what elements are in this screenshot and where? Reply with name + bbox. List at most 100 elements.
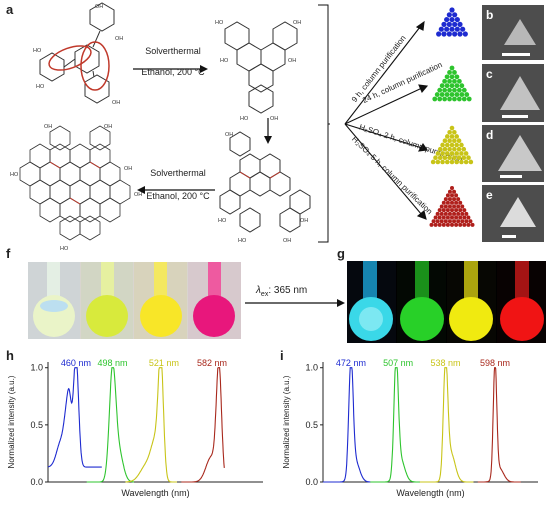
nanoflake-dot [459,142,464,148]
nanoflake-dot [452,138,457,144]
gqd-triangles [429,7,475,227]
oh-label: OH [95,4,103,10]
nanoflake-dot [458,222,463,227]
svg-text:OH: OH [300,218,308,224]
nanoflake-dot [454,142,460,148]
nanoflake-dot [443,219,448,224]
nanoflake-dot [452,31,458,37]
nanoflake-dot [452,12,458,18]
flask-red-daylight [193,262,235,337]
nanoflake-dot [456,219,461,224]
svg-text:OH: OH [283,238,291,244]
nanoflake-dot [458,200,463,205]
nanoflake-dot [462,208,467,213]
y-tick-label: 0.5 [30,420,43,430]
vials-daylight-photo [28,262,241,339]
nanoflake-dot [441,208,446,213]
condition-arrows [344,20,429,220]
y-tick-label: 0.0 [30,477,43,487]
nanoflake-dot [444,83,450,89]
svg-text:HO: HO [215,20,224,26]
nanoflake-dot [450,222,454,227]
nanoflake-dot [460,26,466,32]
nanoflake-dot [439,219,444,224]
nanoflake-dot [452,21,458,27]
svg-text:HO: HO [33,48,42,54]
nanoflake-dot [454,200,459,205]
nanoflake-dot [452,211,457,216]
spectrum-line [419,367,474,483]
svg-text:OH: OH [104,124,112,130]
nanoflake-dot [444,16,450,23]
panel-label-g: g [337,246,345,261]
peak-label: 507 nm [383,358,413,368]
nanoflake-dot [441,222,446,227]
flask-green-uv [400,261,444,341]
svg-text:OH: OH [225,132,233,138]
nanoflake-dot [459,151,464,156]
nanoflake-dot [459,159,464,165]
nanoflake-dot [444,26,450,32]
nanoflake-dot [441,215,446,220]
nanoflake-dot [440,151,445,156]
triangulene-molecule [224,21,298,114]
nanoflake-dot [447,155,452,161]
nanoflake-dot [437,146,443,152]
nanoflake-dot [441,21,447,27]
nanoflake-dot [466,222,471,227]
nanoflake-dot [463,159,469,165]
nanoflake-dot [447,70,452,75]
x-axis-label: Wavelength (nm) [396,488,464,498]
reaction-site-ellipse [48,45,92,71]
y-tick-label: 1.0 [30,363,43,373]
nanoflake-dot [440,159,445,165]
nanoflake-dot [445,208,450,213]
excitation-arrow [245,299,345,307]
nanoflake-dot [445,222,450,227]
nanoflake-dot [439,92,445,97]
nanoflake-dot [447,129,452,135]
nanoflake-dot [466,155,471,161]
nanoflake-dot [454,134,460,139]
spectrum-line [125,367,177,483]
step1-conditions: Solverthermal Ethanol, 200 °C [141,46,205,77]
y-axis-label: Normalized intensity (a.u.) [282,375,291,468]
nanoflake-dot [452,219,457,224]
nanoflake-dot [449,83,455,89]
tem-image-d: d [482,125,544,182]
x-axis-label: Wavelength (nm) [121,488,189,498]
nanoflake-dot [462,215,467,220]
nanoflake-dot [462,222,467,227]
nanoflake-dot [449,26,455,32]
nanoflake-dot [457,21,463,27]
nanoflake-dot [462,31,468,37]
large-flake-molecule [19,125,131,241]
nanoflake-dot [437,208,442,213]
nanoflake-dot [468,159,474,165]
nanoflake-dot [449,151,455,156]
nanoflake-dot [456,204,461,209]
flask-yellow-daylight [140,262,182,337]
nanoflake-dot [435,211,440,216]
nanoflake-dot [454,16,460,23]
svg-text:HO: HO [36,84,45,90]
tem-image-b: b [482,5,544,60]
nanoflake-dot [468,219,473,224]
nanoflake-dot [447,219,452,224]
triangle-yellow [430,125,474,165]
y-tick-label: 1.0 [305,363,318,373]
nanoflake-dot [464,219,469,224]
nanoflake-dot [470,222,475,227]
nanoflake-dot [433,222,438,227]
nanoflake-dot [449,159,455,165]
nanoflake-dot [459,92,465,97]
nanoflake-dot [431,219,436,224]
nanoflake-dot [452,87,457,93]
nanoflake-dot [438,26,444,32]
triangle-red [429,186,475,227]
nanoflake-dot [443,211,448,216]
nanoflake-dot [456,146,462,152]
nanoflake-dot [432,96,438,102]
nanoflake-dot [450,215,454,220]
nanoflake-dot [444,159,450,165]
